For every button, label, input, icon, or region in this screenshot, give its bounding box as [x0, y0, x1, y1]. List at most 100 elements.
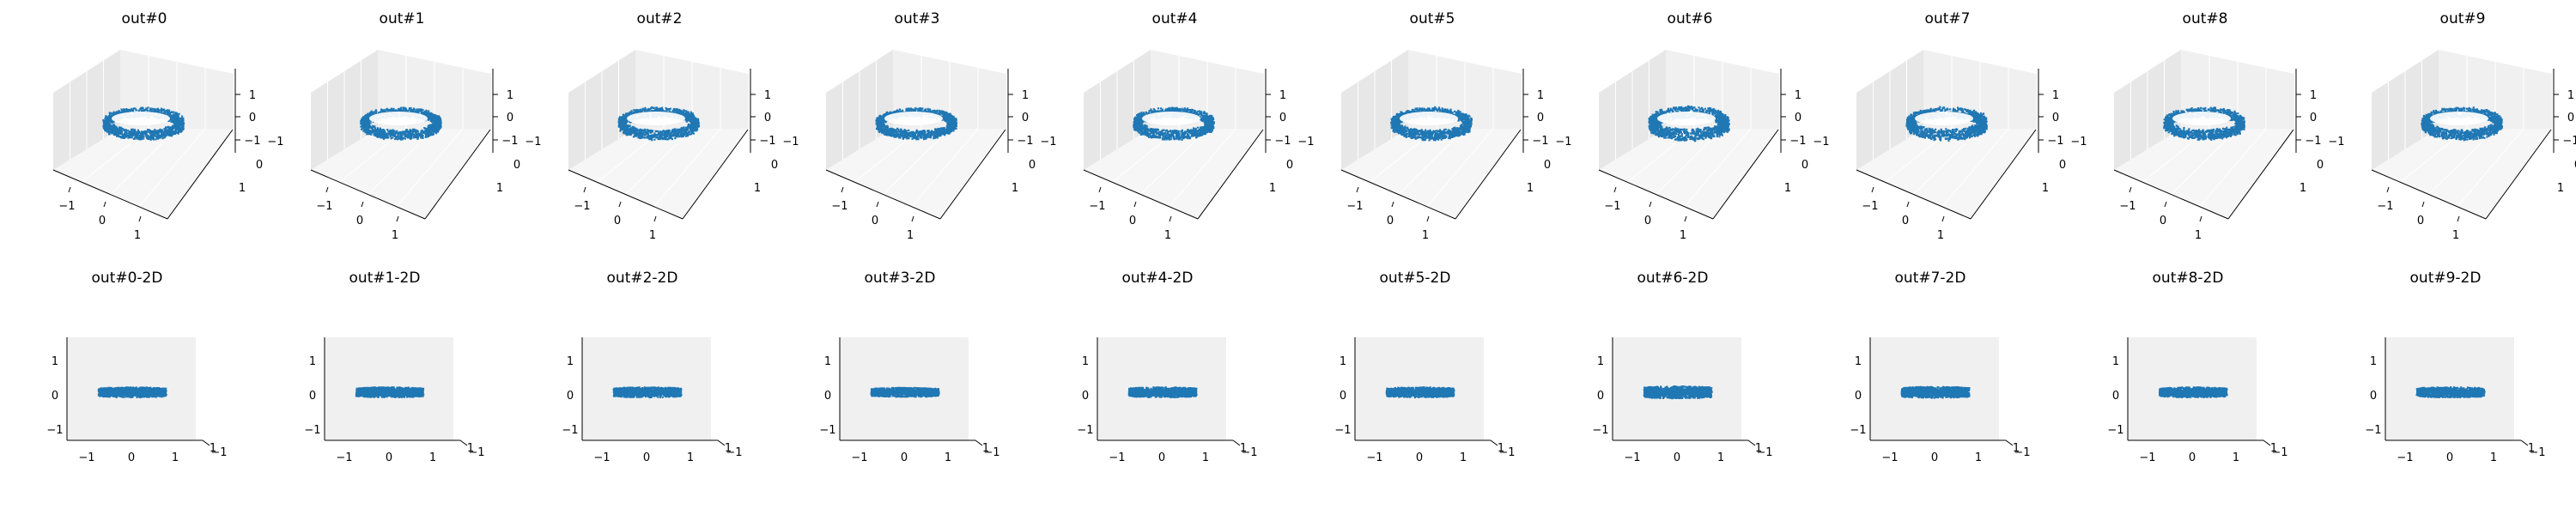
- z-tick-label: −1: [562, 424, 578, 437]
- y-tick-label: −1: [1498, 446, 1515, 459]
- y-tick-label: −1: [2529, 446, 2545, 459]
- z-tick-label: 1: [249, 89, 256, 102]
- panel-2d-2: out#2-2D−1 0 110−11−1: [562, 270, 742, 464]
- axis-lines: [1083, 69, 1267, 220]
- x-tick-label: 0: [901, 451, 908, 464]
- panel-title: out#9: [2440, 10, 2486, 27]
- grid-lines: [1615, 56, 1752, 208]
- z-tick-label: 1: [1022, 89, 1029, 102]
- y-tick-label: −1: [1555, 136, 1571, 148]
- panel-title: out#8: [2183, 10, 2228, 27]
- y-tick-label: 1: [725, 442, 732, 455]
- z-tick-label: −1: [244, 135, 260, 148]
- z-tick-label: −1: [46, 424, 63, 437]
- z-tick-label: 0: [1022, 112, 1029, 124]
- y-axis-stub: [459, 439, 468, 446]
- x-tick-label: 0: [614, 215, 621, 227]
- y-tick-label: 1: [2042, 182, 2049, 195]
- panel-title: out#7: [1925, 10, 1971, 27]
- scatter-points: [2159, 386, 2228, 398]
- z-tick-label: 1: [2310, 89, 2317, 102]
- axis-lines: [52, 69, 236, 220]
- axis-lines: [568, 69, 751, 220]
- y-tick-label: −1: [782, 136, 799, 148]
- y-tick-label: −1: [267, 136, 283, 148]
- z-tick-label: −1: [1334, 424, 1351, 437]
- axis-lines: [310, 69, 494, 220]
- axis-lines: [2371, 69, 2555, 220]
- y-tick-label: 1: [2557, 182, 2564, 195]
- z-tick-label: 1: [1855, 355, 1862, 368]
- z-tick-label: −1: [1850, 424, 1866, 437]
- ring-hollow: [2172, 112, 2231, 125]
- x-tick-label: 1: [687, 451, 694, 464]
- point-cloud: [1900, 385, 1971, 399]
- x-tick-label: 0: [1931, 451, 1938, 464]
- pane-floor: [1599, 129, 1779, 219]
- x-tick-label: −1: [1604, 200, 1620, 213]
- pane-floor: [53, 129, 234, 219]
- x-tick-label: −1: [1624, 451, 1640, 464]
- ring-hollow: [2430, 112, 2488, 125]
- panel-2d-6: out#6-2D−1 0 110−11−1: [1592, 270, 1772, 464]
- y-tick-label: 1: [1498, 442, 1504, 455]
- x-tick-label: −1: [1109, 451, 1125, 464]
- z-tick-label: 0: [1597, 390, 1604, 403]
- y-tick-label: 0: [1286, 159, 1293, 172]
- x-tick-label: 1: [1422, 229, 1429, 242]
- z-tick-label: 0: [764, 112, 771, 124]
- z-tick-label: 1: [2370, 355, 2377, 368]
- x-tick-label: 0: [386, 451, 392, 464]
- scatter-points: [1127, 386, 1198, 398]
- z-tick-label: −1: [2365, 424, 2381, 437]
- y-axis-stub: [2520, 439, 2529, 446]
- point-cloud: [1385, 386, 1455, 399]
- y-tick-label: 1: [754, 182, 761, 195]
- z-tick-label: 0: [1795, 112, 1801, 124]
- y-axis-stub: [1232, 439, 1241, 446]
- z-tick-label: −1: [304, 424, 320, 437]
- y-tick-label: 1: [1240, 442, 1247, 455]
- x-tick-label: 1: [134, 229, 141, 242]
- z-tick-label: 1: [2052, 89, 2059, 102]
- panel-title: out#5-2D: [1380, 270, 1451, 287]
- z-tick-label: 0: [1340, 390, 1346, 403]
- y-tick-label: 1: [1012, 182, 1018, 195]
- x-tick-label: 0: [1158, 451, 1165, 464]
- x-tick-label: −1: [593, 451, 610, 464]
- y-tick-label: 0: [2574, 159, 2576, 172]
- pane-floor: [1856, 129, 2037, 219]
- x-tick-label: −1: [2139, 451, 2155, 464]
- y-axis-stub: [717, 439, 726, 446]
- point-cloud: [870, 386, 940, 398]
- grid-lines: [2130, 56, 2267, 208]
- x-tick-label: −1: [316, 200, 332, 213]
- x-tick-label: −1: [851, 451, 867, 464]
- panel-title: out#3-2D: [865, 270, 936, 287]
- ring-hollow: [1142, 112, 1200, 125]
- z-tick-label: −1: [1077, 424, 1093, 437]
- panel-title: out#4-2D: [1122, 270, 1194, 287]
- point-cloud: [355, 386, 425, 398]
- pane-floor: [311, 129, 491, 219]
- panel-title: out#0-2D: [92, 270, 163, 287]
- x-tick-label: 0: [643, 451, 650, 464]
- x-tick-label: 0: [2189, 451, 2196, 464]
- x-tick-label: 0: [1416, 451, 1423, 464]
- x-tick-label: −1: [1346, 200, 1363, 213]
- y-tick-label: 1: [2013, 442, 2020, 455]
- z-tick-label: 1: [1795, 89, 1801, 102]
- x-tick-label: 1: [1460, 451, 1467, 464]
- y-tick-label: 1: [2300, 182, 2306, 195]
- z-tick-label: 1: [2112, 355, 2119, 368]
- point-cloud: [97, 386, 167, 398]
- panel-2d-5: out#5-2D−1 0 110−11−1: [1334, 270, 1515, 464]
- y-tick-label: 1: [1527, 182, 1534, 195]
- x-tick-label: 0: [128, 451, 135, 464]
- x-tick-label: 1: [392, 229, 398, 242]
